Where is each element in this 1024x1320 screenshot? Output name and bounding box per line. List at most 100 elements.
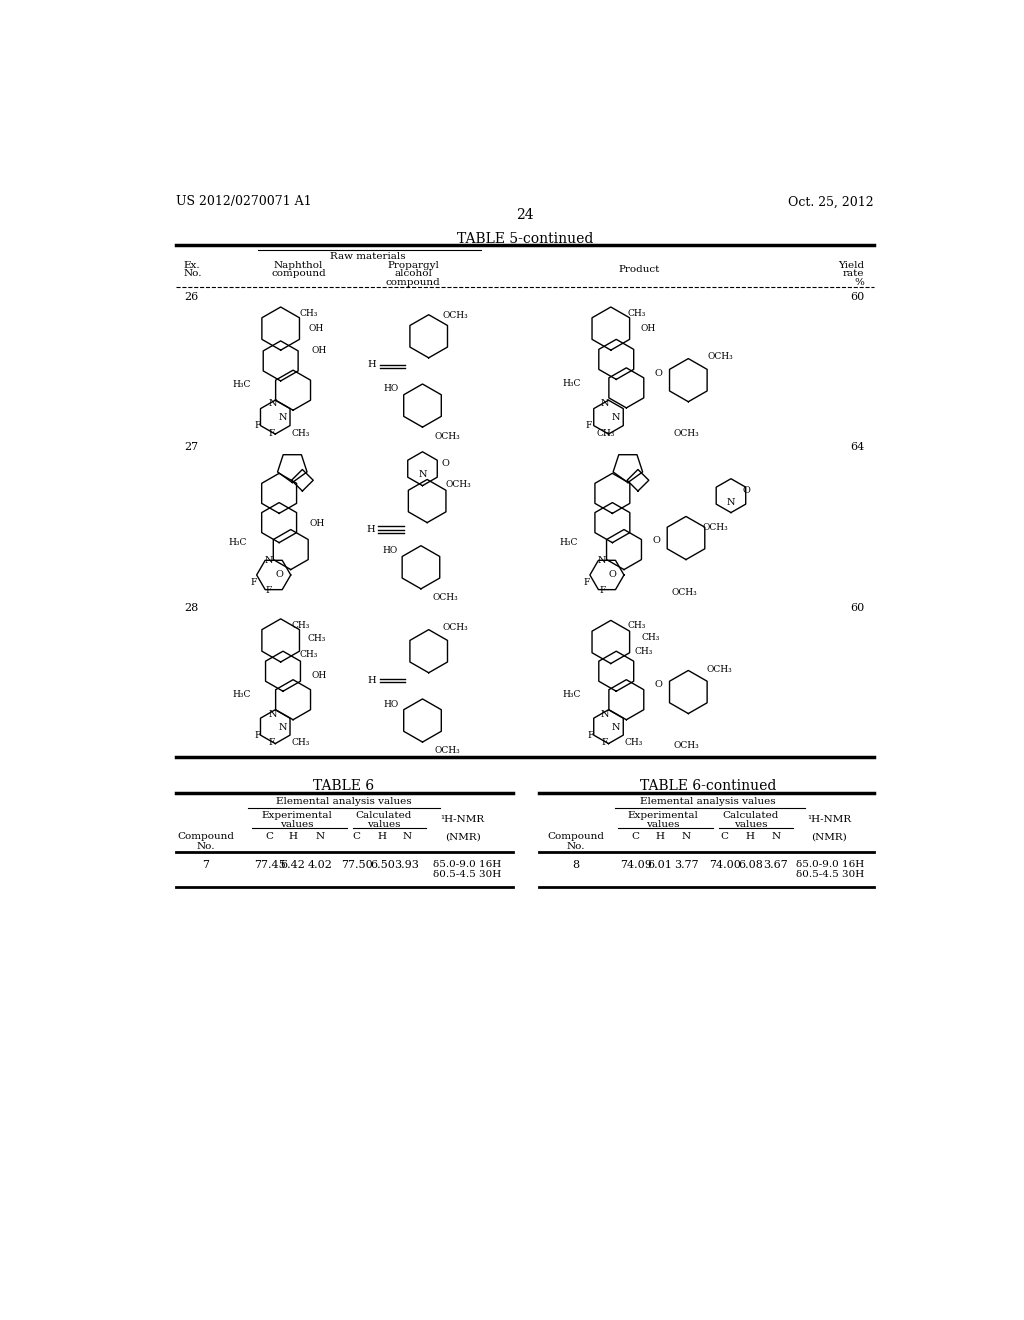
Text: N: N <box>600 400 609 408</box>
Text: CH₃: CH₃ <box>625 738 643 747</box>
Text: Naphthol: Naphthol <box>273 261 324 269</box>
Text: N: N <box>771 832 780 841</box>
Text: N: N <box>268 400 278 408</box>
Text: H: H <box>368 360 377 370</box>
Text: 6.08: 6.08 <box>738 859 763 870</box>
Text: Raw materials: Raw materials <box>331 252 407 260</box>
Text: OCH₃: OCH₃ <box>445 480 471 490</box>
Text: TABLE 5-continued: TABLE 5-continued <box>457 231 593 246</box>
Text: 60: 60 <box>850 603 864 614</box>
Text: 6.50: 6.50 <box>370 859 394 870</box>
Text: F: F <box>586 421 592 430</box>
Text: F: F <box>268 738 274 747</box>
Text: Experimental: Experimental <box>628 812 698 820</box>
Text: ¹H-NMR: ¹H-NMR <box>440 816 484 824</box>
Text: O: O <box>655 368 663 378</box>
Text: 64: 64 <box>850 442 864 451</box>
Text: F: F <box>250 578 257 587</box>
Text: OH: OH <box>309 519 325 528</box>
Text: δ0.5-4.5 30H: δ0.5-4.5 30H <box>796 870 864 879</box>
Text: compound: compound <box>271 269 326 279</box>
Text: O: O <box>652 536 660 545</box>
Text: Experimental: Experimental <box>261 812 333 820</box>
Text: 27: 27 <box>183 442 198 451</box>
Text: H₃C: H₃C <box>228 539 247 546</box>
Text: δ0.5-4.5 30H: δ0.5-4.5 30H <box>432 870 501 879</box>
Text: Elemental analysis values: Elemental analysis values <box>275 797 412 807</box>
Text: H: H <box>745 832 755 841</box>
Text: δ5.0-9.0 16H: δ5.0-9.0 16H <box>796 859 864 869</box>
Text: CH₃: CH₃ <box>628 622 646 630</box>
Text: OCH₃: OCH₃ <box>442 312 468 319</box>
Text: F: F <box>266 586 272 595</box>
Text: 6.01: 6.01 <box>647 859 672 870</box>
Text: OCH₃: OCH₃ <box>672 589 697 597</box>
Text: values: values <box>646 820 680 829</box>
Text: Product: Product <box>618 264 660 273</box>
Text: (NMR): (NMR) <box>444 832 480 841</box>
Text: Propargyl: Propargyl <box>387 261 439 269</box>
Text: H: H <box>655 832 665 841</box>
Text: HO: HO <box>382 545 397 554</box>
Text: 3.67: 3.67 <box>764 859 788 870</box>
Text: CH₃: CH₃ <box>642 632 660 642</box>
Text: F: F <box>599 586 605 595</box>
Text: TABLE 6: TABLE 6 <box>313 779 374 793</box>
Text: C: C <box>632 832 640 841</box>
Text: %: % <box>854 277 864 286</box>
Text: 77.45: 77.45 <box>254 859 286 870</box>
Text: N: N <box>727 498 735 507</box>
Text: N: N <box>315 832 325 841</box>
Text: Elemental analysis values: Elemental analysis values <box>640 797 775 807</box>
Text: CH₃: CH₃ <box>292 429 310 438</box>
Text: N: N <box>612 413 621 422</box>
Text: H₃C: H₃C <box>232 380 251 389</box>
Text: values: values <box>281 820 313 829</box>
Text: alcohol: alcohol <box>394 269 432 279</box>
Text: OCH₃: OCH₃ <box>442 623 468 632</box>
Text: N: N <box>612 723 621 731</box>
Text: Oct. 25, 2012: Oct. 25, 2012 <box>787 195 873 209</box>
Text: No.: No. <box>566 842 585 851</box>
Text: H: H <box>368 676 377 685</box>
Text: F: F <box>588 730 594 739</box>
Text: F: F <box>254 421 261 430</box>
Text: HO: HO <box>384 384 399 393</box>
Text: 4.02: 4.02 <box>308 859 333 870</box>
Text: H: H <box>378 832 387 841</box>
Text: values: values <box>367 820 400 829</box>
Text: Compound: Compound <box>177 832 234 841</box>
Text: 74.00: 74.00 <box>709 859 740 870</box>
Text: O: O <box>742 486 751 495</box>
Text: Compound: Compound <box>548 832 604 841</box>
Text: 28: 28 <box>183 603 198 614</box>
Text: OH: OH <box>640 323 655 333</box>
Text: CH₃: CH₃ <box>292 738 310 747</box>
Text: OCH₃: OCH₃ <box>434 432 460 441</box>
Text: F: F <box>601 738 608 747</box>
Text: US 2012/0270071 A1: US 2012/0270071 A1 <box>176 195 311 209</box>
Text: CH₃: CH₃ <box>597 429 615 438</box>
Text: rate: rate <box>843 269 864 279</box>
Text: OCH₃: OCH₃ <box>707 665 732 675</box>
Text: N: N <box>600 710 609 718</box>
Text: OH: OH <box>311 346 327 355</box>
Text: No.: No. <box>197 842 215 851</box>
Text: H: H <box>289 832 298 841</box>
Text: O: O <box>275 570 283 579</box>
Text: C: C <box>721 832 729 841</box>
Text: H: H <box>367 525 375 535</box>
Text: OH: OH <box>308 323 324 333</box>
Text: CH₃: CH₃ <box>628 309 646 318</box>
Text: N: N <box>268 710 278 718</box>
Text: 60: 60 <box>850 292 864 301</box>
Text: OCH₃: OCH₃ <box>673 741 698 750</box>
Text: O: O <box>608 570 616 579</box>
Text: CH₃: CH₃ <box>634 647 652 656</box>
Text: C: C <box>352 832 360 841</box>
Text: 7: 7 <box>202 859 209 870</box>
Text: H₃C: H₃C <box>563 379 582 388</box>
Text: TABLE 6-continued: TABLE 6-continued <box>640 779 776 793</box>
Text: 26: 26 <box>183 292 198 301</box>
Text: 77.50: 77.50 <box>341 859 373 870</box>
